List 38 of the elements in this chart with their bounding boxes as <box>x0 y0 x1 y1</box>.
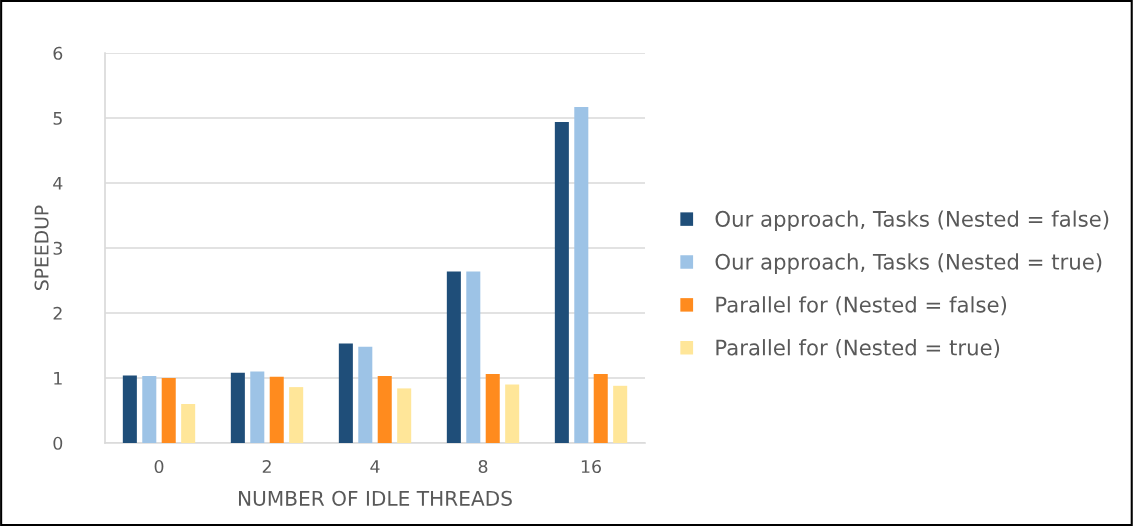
bar <box>289 387 304 443</box>
bar <box>181 404 196 443</box>
legend-label: Parallel for (Nested = true) <box>716 339 1000 359</box>
y-tick-label: 1 <box>54 371 62 385</box>
bar <box>377 376 392 443</box>
bar <box>338 343 353 443</box>
bar <box>358 346 373 443</box>
legend-label: Our approach, Tasks (Nested = true) <box>715 253 1102 274</box>
y-tick-label: 6 <box>53 46 63 60</box>
bar <box>485 374 500 443</box>
bar <box>250 371 265 443</box>
y-tick-label: 4 <box>53 176 63 190</box>
x-tick-label: 0 <box>154 459 164 474</box>
bar <box>230 372 245 443</box>
y-tick-label: 5 <box>53 111 62 125</box>
bar <box>505 384 520 443</box>
bar <box>554 121 569 443</box>
x-tick-label: 4 <box>370 460 380 473</box>
legend-label: Parallel for (Nested = false) <box>716 296 1007 316</box>
bar <box>613 385 628 443</box>
bar <box>142 376 157 443</box>
bar <box>446 271 461 443</box>
bar <box>466 271 481 443</box>
x-axis-title: NUMBER OF IDLE THREADS <box>239 490 512 506</box>
legend-label: Our approach, Tasks (Nested = false) <box>715 210 1109 232</box>
bar <box>161 378 176 443</box>
bar <box>574 106 589 443</box>
y-axis-title: SPEEDUP <box>34 205 49 290</box>
bar <box>397 388 412 443</box>
x-tick-label: 16 <box>581 459 601 474</box>
bar <box>593 374 608 443</box>
bar <box>269 376 284 443</box>
x-tick-label: 8 <box>478 459 488 474</box>
y-tick-label: 2 <box>53 306 62 320</box>
x-tick-label: 2 <box>262 459 271 473</box>
y-tick-label: 0 <box>53 436 63 450</box>
y-tick-label: 3 <box>53 241 62 255</box>
bar <box>122 375 137 443</box>
